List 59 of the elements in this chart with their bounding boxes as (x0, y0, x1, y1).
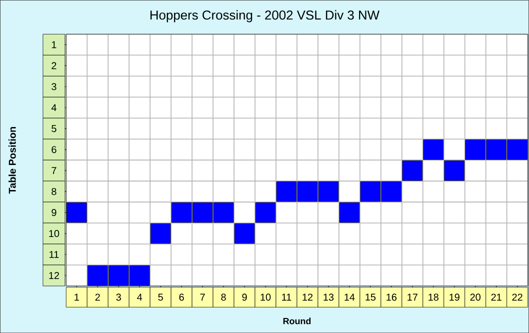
point (87, 265, 108, 286)
point (465, 139, 486, 160)
x-tick-label: 11 (282, 294, 292, 301)
x-tick-label: 10 (260, 294, 271, 301)
y-tick-label: 2 (52, 62, 56, 70)
point (129, 265, 150, 286)
point (360, 181, 381, 202)
point (381, 181, 402, 202)
x-tick-label: 13 (324, 294, 334, 301)
point (423, 139, 444, 160)
x-tick-label: 8 (221, 294, 226, 301)
x-tick-label: 22 (512, 294, 522, 301)
x-tick-label: 4 (137, 294, 142, 301)
point (66, 202, 87, 223)
y-tick-label: 5 (52, 125, 56, 132)
point (507, 139, 528, 160)
x-tick-label: 5 (158, 294, 163, 301)
chart-title: Hoppers Crossing - 2002 VSL Div 3 NW (150, 10, 380, 22)
y-tick-label: 6 (52, 146, 56, 154)
x-tick-label: 17 (408, 294, 418, 301)
x-tick-label: 9 (242, 294, 247, 301)
point (171, 202, 192, 223)
x-tick-label: 6 (179, 294, 184, 301)
point (297, 181, 318, 202)
y-tick-label: 9 (52, 208, 56, 216)
point (276, 181, 297, 202)
x-tick-label: 1 (74, 294, 79, 301)
x-tick-label: 12 (302, 294, 313, 301)
point (150, 223, 171, 244)
x-tick-label: 18 (428, 294, 438, 301)
point (402, 160, 423, 181)
y-axis-title: Table Position (8, 126, 16, 194)
point (318, 181, 339, 202)
y-tick-label: 3 (52, 83, 56, 90)
y-tick-label: 10 (49, 230, 60, 237)
y-tick-label: 12 (49, 272, 60, 279)
point (234, 223, 255, 244)
point (444, 160, 465, 181)
point (339, 202, 360, 223)
x-tick-label: 7 (200, 294, 205, 301)
point (192, 202, 213, 223)
point (255, 202, 276, 223)
point (486, 139, 507, 160)
x-tick-label: 15 (366, 294, 376, 301)
y-tick-label: 1 (52, 41, 56, 48)
x-tick-label: 14 (344, 294, 355, 301)
x-tick-label: 19 (450, 294, 460, 301)
point (213, 202, 234, 223)
x-tick-label: 21 (491, 294, 502, 301)
x-tick-label: 20 (470, 294, 480, 301)
point (108, 265, 129, 286)
x-tick-label: 2 (95, 294, 100, 301)
y-tick-label: 4 (51, 104, 56, 111)
y-tick-label: 7 (52, 167, 56, 174)
x-tick-label: 16 (386, 294, 397, 301)
x-tick-label: 3 (116, 294, 121, 301)
x-axis-title: Round (283, 318, 311, 324)
y-tick-label: 11 (50, 251, 59, 258)
y-tick-label: 8 (52, 188, 56, 196)
